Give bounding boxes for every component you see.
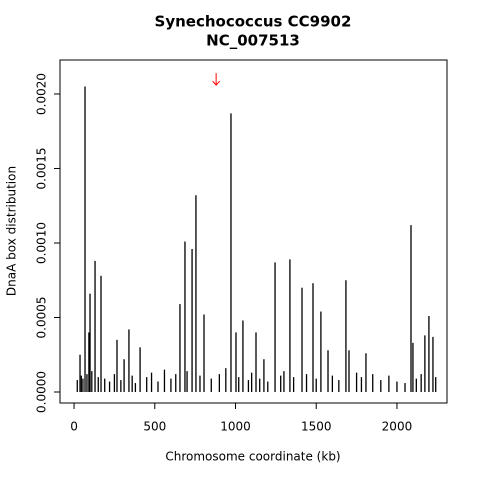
y-tick-label: 0.0020 [35,73,49,115]
y-tick-label: 0.0000 [35,371,49,413]
chart-title: Synechococcus CC9902 [155,13,352,31]
x-tick-label: 500 [143,420,166,434]
y-tick-label: 0.0010 [35,222,49,264]
arrow-part [212,80,221,86]
y-tick-label: 0.0005 [35,296,49,338]
origin-arrow [212,73,221,86]
plot-frame [59,59,448,404]
x-tick-label: 2000 [382,420,413,434]
y-tick-label: 0.0015 [35,147,49,189]
y-axis-label: DnaA box distribution [5,166,19,296]
chart-subtitle: NC_007513 [206,32,300,50]
x-axis-label: Chromosome coordinate (kb) [165,450,340,464]
x-tick-label: 1500 [301,420,332,434]
x-tick-label: 0 [70,420,78,434]
x-tick-label: 1000 [220,420,251,434]
